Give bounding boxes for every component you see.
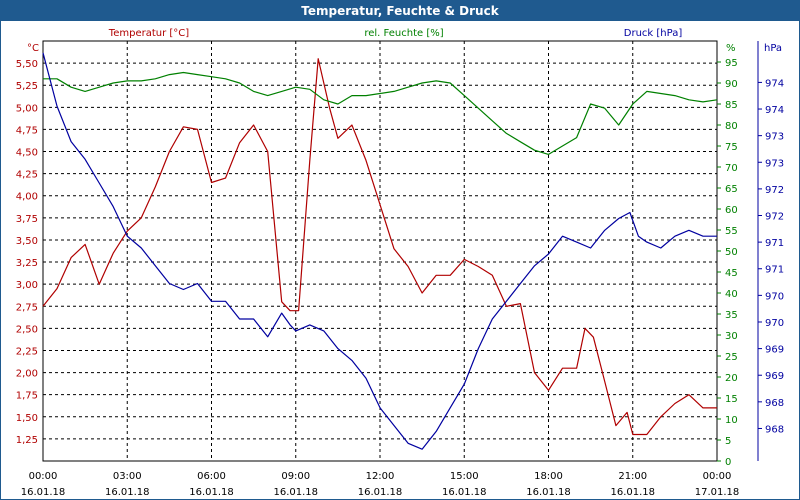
x-tick-time: 09:00 xyxy=(281,471,310,482)
humidity-axis-label: rel. Feuchte [%] xyxy=(364,28,443,39)
x-tick-date: 16.01.18 xyxy=(358,487,403,498)
y-tick-humidity: 10 xyxy=(725,415,738,426)
y-tick-pressure: 974 xyxy=(765,78,784,89)
x-tick-time: 12:00 xyxy=(366,471,395,482)
y-tick-pressure: 972 xyxy=(765,185,784,196)
y-tick-humidity: 15 xyxy=(725,394,738,405)
y-tick-humidity: 90 xyxy=(725,79,738,90)
series-layer xyxy=(42,52,718,450)
x-tick-time: 21:00 xyxy=(618,471,647,482)
y-tick-humidity: 60 xyxy=(725,205,738,216)
series-line-temperature xyxy=(42,58,717,436)
series-line-humidity xyxy=(43,71,718,155)
y-tick-temperature: 4,00 xyxy=(16,192,38,203)
y-tick-temperature: 1,75 xyxy=(16,391,38,402)
y-tick-pressure: 973 xyxy=(765,132,784,143)
y-tick-temperature: 3,50 xyxy=(16,236,38,247)
y-tick-temperature: 2,00 xyxy=(16,369,38,380)
y-tick-pressure: 969 xyxy=(765,345,784,356)
temperature-unit: °C xyxy=(27,43,39,54)
x-tick-date: 16.01.18 xyxy=(610,487,655,498)
y-tick-temperature: 4,25 xyxy=(16,170,38,181)
y-tick-pressure: 973 xyxy=(765,158,784,169)
x-tick-date: 16.01.18 xyxy=(273,487,318,498)
y-tick-humidity: 85 xyxy=(725,100,738,111)
x-tick-time: 00:00 xyxy=(703,471,732,482)
y-tick-humidity: 25 xyxy=(725,352,738,363)
y-tick-temperature: 2,75 xyxy=(16,302,38,313)
y-tick-pressure: 972 xyxy=(765,212,784,223)
y-tick-pressure: 969 xyxy=(765,371,784,382)
y-tick-temperature: 3,00 xyxy=(16,280,38,291)
y-tick-humidity: 70 xyxy=(725,163,738,174)
y-tick-humidity: 20 xyxy=(725,373,738,384)
window-title: Temperatur, Feuchte & Druck xyxy=(1,1,799,21)
x-tick-date: 16.01.18 xyxy=(21,487,66,498)
y-tick-temperature: 3,75 xyxy=(16,214,38,225)
y-tick-humidity: 80 xyxy=(725,121,738,132)
y-tick-temperature: 3,25 xyxy=(16,258,38,269)
axes: 00:00 16.01.18 03:00 16.01.18 06:00 16.01.18 0… xyxy=(16,28,784,498)
pressure-axis-label: Druck [hPa] xyxy=(624,28,683,39)
y-tick-pressure: 970 xyxy=(765,318,784,329)
y-tick-humidity: 55 xyxy=(725,226,738,237)
x-tick-time: 06:00 xyxy=(197,471,226,482)
x-tick-time: 00:00 xyxy=(29,471,58,482)
y-tick-humidity: 0 xyxy=(725,457,731,468)
y-tick-pressure: 970 xyxy=(765,291,784,302)
pressure-unit: hPa xyxy=(764,43,782,54)
x-tick-date: 16.01.18 xyxy=(526,487,571,498)
y-tick-pressure: 974 xyxy=(765,105,784,116)
y-tick-humidity: 75 xyxy=(725,142,738,153)
y-tick-pressure: 971 xyxy=(765,238,784,249)
y-tick-humidity: 30 xyxy=(725,331,738,342)
y-tick-temperature: 1,50 xyxy=(16,413,38,424)
x-tick-date: 16.01.18 xyxy=(189,487,234,498)
y-tick-humidity: 5 xyxy=(725,436,731,447)
y-tick-temperature: 5,00 xyxy=(16,103,38,114)
x-tick-date: 17.01.18 xyxy=(695,487,740,498)
y-tick-pressure: 968 xyxy=(765,424,784,435)
y-tick-temperature: 1,25 xyxy=(16,435,38,446)
y-tick-pressure: 968 xyxy=(765,398,784,409)
x-tick-time: 18:00 xyxy=(534,471,563,482)
y-tick-temperature: 4,50 xyxy=(16,148,38,159)
humidity-unit: % xyxy=(726,43,736,54)
x-tick-date: 16.01.18 xyxy=(105,487,150,498)
x-tick-date: 16.01.18 xyxy=(442,487,487,498)
y-tick-humidity: 45 xyxy=(725,268,738,279)
x-tick-time: 03:00 xyxy=(113,471,142,482)
y-tick-humidity: 95 xyxy=(725,58,738,69)
y-tick-temperature: 4,75 xyxy=(16,125,38,136)
y-tick-humidity: 50 xyxy=(725,247,738,258)
grid xyxy=(42,40,718,462)
y-tick-temperature: 2,25 xyxy=(16,346,38,357)
y-tick-temperature: 5,50 xyxy=(16,59,38,70)
series-line-pressure xyxy=(42,52,717,450)
temperature-axis-label: Temperatur [°C] xyxy=(108,28,189,39)
y-tick-humidity: 65 xyxy=(725,184,738,195)
y-tick-humidity: 35 xyxy=(725,310,738,321)
x-tick-time: 15:00 xyxy=(450,471,479,482)
y-tick-temperature: 2,50 xyxy=(16,324,38,335)
y-tick-temperature: 5,25 xyxy=(16,81,38,92)
y-tick-humidity: 40 xyxy=(725,289,738,300)
y-tick-pressure: 971 xyxy=(765,265,784,276)
